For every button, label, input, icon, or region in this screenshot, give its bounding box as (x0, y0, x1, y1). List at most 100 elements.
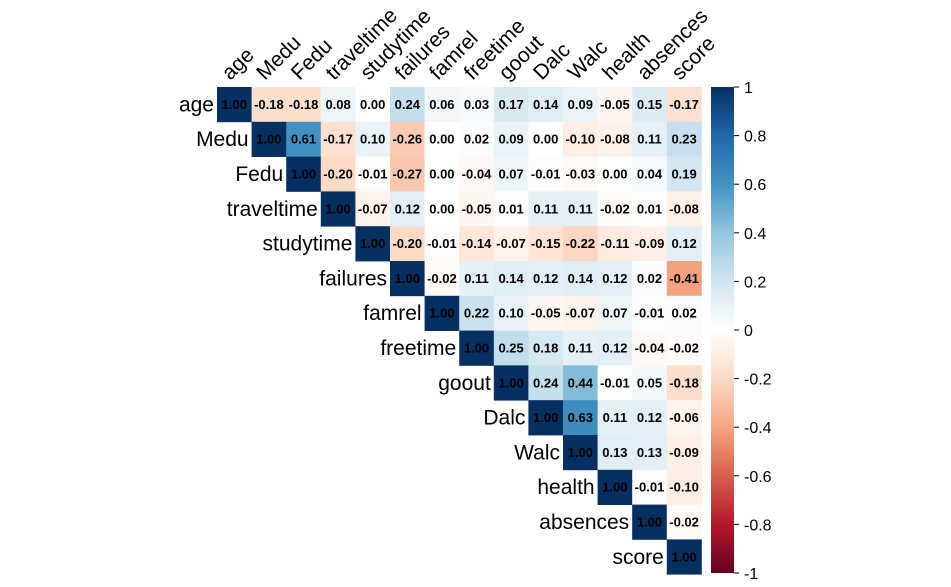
cell-value-Medu-goout: 0.09 (498, 132, 523, 147)
cell-famrel-Walc (563, 295, 598, 331)
cell-age-traveltime (320, 87, 356, 123)
cell-Walc-health (597, 435, 633, 471)
cell-famrel-Dalc (528, 295, 564, 331)
colorbar-tick-label: -0.4 (744, 420, 772, 437)
row-label-Dalc: Dalc (483, 407, 525, 430)
cell-value-Medu-Fedu: 0.61 (291, 132, 316, 147)
cell-value-traveltime-famrel: 0.00 (429, 201, 454, 216)
cell-value-age-Dalc: 0.14 (533, 97, 559, 112)
cell-value-Fedu-score: 0.19 (671, 167, 696, 182)
cell-age-Fedu (286, 87, 322, 123)
cell-value-Walc-Walc: 1.00 (568, 445, 593, 460)
cell-value-failures-freetime: 0.11 (464, 271, 489, 286)
cell-Medu-failures (390, 121, 425, 157)
heatmap-cells: 1.00 -0.18 -0.18 0.08 0.00 0.24 0.06 0.03 0.17 0.… (217, 87, 702, 575)
cell-Medu-Fedu (286, 121, 322, 157)
colorbar-tick-label: -1 (744, 566, 758, 583)
cell-Walc-absences (632, 435, 668, 471)
cell-value-famrel-famrel: 1.00 (429, 306, 454, 321)
cell-health-absences (632, 469, 668, 505)
cell-Medu-traveltime (320, 121, 356, 157)
cell-Medu-score (666, 121, 702, 157)
cell-failures-Walc (563, 261, 598, 297)
cell-value-studytime-absences: -0.09 (635, 236, 665, 251)
cell-value-freetime-score: -0.02 (669, 341, 699, 356)
cell-value-traveltime-absences: 0.01 (637, 201, 662, 216)
cell-failures-absences (632, 261, 668, 297)
cell-value-Medu-Dalc: 0.00 (533, 132, 558, 147)
cell-age-failures (390, 87, 425, 123)
cell-Medu-goout (493, 121, 529, 157)
cell-value-traveltime-studytime: -0.07 (358, 201, 388, 216)
cell-Fedu-absences (632, 156, 668, 192)
column-labels: ageMeduFedutraveltimestudytimefailuresfa… (218, 4, 720, 85)
cell-value-studytime-studytime: 1.00 (360, 236, 385, 251)
cell-Medu-Medu (251, 121, 287, 157)
cell-score-score (666, 539, 702, 575)
cell-Fedu-studytime (355, 156, 391, 192)
cell-value-Fedu-Walc: -0.03 (565, 167, 595, 182)
cell-Fedu-health (597, 156, 633, 192)
cell-value-Medu-Medu: 1.00 (256, 132, 281, 147)
cell-value-health-health: 1.00 (602, 480, 627, 495)
colorbar-tick-label: -0.8 (744, 517, 772, 534)
cell-Fedu-freetime (459, 156, 495, 192)
cell-value-failures-Walc: 0.14 (568, 271, 594, 286)
cell-failures-famrel (424, 261, 460, 297)
cell-failures-freetime (459, 261, 495, 297)
cell-value-Dalc-Dalc: 1.00 (533, 410, 558, 425)
cell-traveltime-traveltime (320, 191, 356, 227)
cell-Fedu-Fedu (286, 156, 322, 192)
cell-Medu-Walc (563, 121, 598, 157)
cell-value-goout-health: -0.01 (600, 375, 630, 390)
cell-studytime-Walc (563, 226, 598, 262)
cell-value-Medu-freetime: 0.02 (464, 132, 489, 147)
cell-goout-Walc (563, 365, 598, 401)
cell-value-famrel-score: 0.02 (671, 306, 696, 321)
cell-Medu-freetime (459, 121, 495, 157)
cell-value-Medu-health: -0.08 (600, 132, 630, 147)
colorbar-gradient (711, 87, 734, 573)
cell-value-age-age: 1.00 (222, 97, 247, 112)
row-label-freetime: freetime (380, 337, 456, 360)
cell-failures-goout (493, 261, 529, 297)
cell-value-Medu-famrel: 0.00 (429, 132, 454, 147)
cell-studytime-goout (493, 226, 529, 262)
cell-freetime-score (666, 330, 702, 366)
cell-value-Fedu-health: 0.00 (602, 167, 627, 182)
cell-value-goout-Walc: 0.44 (568, 375, 594, 390)
cell-freetime-absences (632, 330, 668, 366)
cell-traveltime-freetime (459, 191, 495, 227)
cell-value-studytime-failures: -0.20 (392, 236, 422, 251)
cell-value-age-absences: 0.15 (637, 97, 662, 112)
cell-value-traveltime-Dalc: 0.11 (533, 201, 558, 216)
cell-value-age-failures: 0.24 (395, 97, 421, 112)
row-label-failures: failures (319, 267, 387, 290)
cell-Fedu-goout (493, 156, 529, 192)
cell-studytime-health (597, 226, 633, 262)
cell-value-failures-failures: 1.00 (395, 271, 420, 286)
cell-age-freetime (459, 87, 495, 123)
cell-Medu-health (597, 121, 633, 157)
cell-value-Medu-Walc: -0.10 (565, 132, 595, 147)
cell-studytime-Dalc (528, 226, 564, 262)
cell-value-traveltime-traveltime: 1.00 (325, 201, 350, 216)
colorbar-tick-label: 0 (744, 323, 753, 340)
cell-value-freetime-Walc: 0.11 (568, 341, 593, 356)
cell-value-failures-score: -0.41 (669, 271, 699, 286)
cell-value-goout-Dalc: 0.24 (533, 375, 559, 390)
row-label-age: age (179, 93, 214, 116)
cell-value-health-absences: -0.01 (635, 480, 665, 495)
cell-freetime-health (597, 330, 633, 366)
cell-traveltime-health (597, 191, 633, 227)
colorbar: 1 0.8 0.6 0.4 0.2 0 -0.2 -0.4 -0.6 -0.8 -1 (711, 80, 772, 583)
row-label-Walc: Walc (514, 441, 560, 464)
row-label-absences: absences (539, 511, 629, 534)
cell-value-Walc-absences: 0.13 (637, 445, 662, 460)
cell-freetime-Dalc (528, 330, 564, 366)
cell-Medu-studytime (355, 121, 391, 157)
cell-value-famrel-health: 0.07 (602, 306, 627, 321)
cell-failures-Dalc (528, 261, 564, 297)
cell-value-traveltime-goout: 0.01 (498, 201, 523, 216)
cell-freetime-Walc (563, 330, 598, 366)
